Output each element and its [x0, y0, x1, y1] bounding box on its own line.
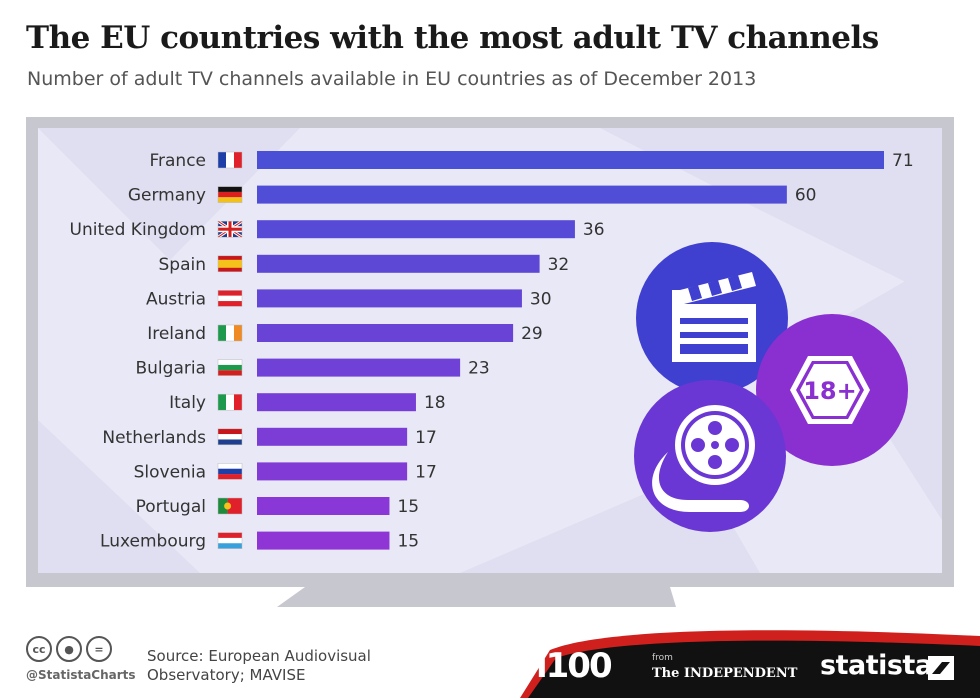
- value-label: 71: [892, 151, 914, 171]
- bar-spain[interactable]: [257, 254, 540, 273]
- chart-title: The EU countries with the most adult TV …: [26, 20, 879, 56]
- category-label: Spain: [159, 255, 207, 275]
- badge-label: 18+: [803, 377, 857, 405]
- source-note: Source: European Audiovisual Observatory…: [147, 647, 371, 684]
- flag-luxembourg-icon: [217, 532, 243, 549]
- bar-group: France 71 Germany 60 United Kingdom 36 Spain 32…: [70, 151, 914, 552]
- flag-portugal-icon: [217, 497, 243, 515]
- tv-stand: [277, 587, 676, 607]
- flag-france-icon: [217, 151, 243, 169]
- i100-logo[interactable]: i100: [536, 646, 613, 686]
- nd-icon[interactable]: =: [86, 636, 112, 662]
- license-icons: cc ● =: [26, 636, 112, 662]
- category-label: Portugal: [136, 497, 206, 517]
- flag-united-kingdom-icon: [217, 219, 243, 239]
- age-restriction-icon: 18+: [790, 356, 870, 424]
- bar-ireland[interactable]: [257, 324, 514, 342]
- flag-germany-icon: [217, 186, 243, 203]
- flag-bulgaria-icon: [217, 359, 243, 376]
- twitter-handle[interactable]: @StatistaCharts: [26, 668, 136, 682]
- category-label: Germany: [128, 186, 206, 206]
- bar-germany[interactable]: [257, 185, 787, 204]
- bar-italy[interactable]: [257, 393, 416, 412]
- category-label: United Kingdom: [70, 220, 206, 240]
- flag-slovenia-icon: [217, 463, 243, 480]
- category-label: Netherlands: [102, 428, 206, 448]
- bar-france[interactable]: [257, 151, 884, 169]
- bar-slovenia[interactable]: [257, 462, 408, 481]
- value-label: 60: [795, 186, 817, 206]
- illustration: 18+: [634, 242, 908, 532]
- value-label: 32: [548, 255, 570, 275]
- value-label: 23: [468, 359, 490, 379]
- category-label: Slovenia: [134, 462, 206, 482]
- value-label: 30: [530, 289, 552, 309]
- category-label: Austria: [146, 289, 206, 309]
- chart-subtitle: Number of adult TV channels available in…: [27, 68, 757, 90]
- value-label: 18: [424, 393, 446, 413]
- bar-netherlands[interactable]: [257, 427, 408, 446]
- bar-austria[interactable]: [257, 289, 522, 308]
- value-label: 15: [397, 497, 419, 517]
- bar-portugal[interactable]: [257, 497, 390, 515]
- independent-logo[interactable]: The INDEPENDENT: [652, 666, 798, 681]
- category-label: Luxembourg: [100, 532, 206, 552]
- value-label: 29: [521, 324, 543, 344]
- category-label: Bulgaria: [136, 359, 207, 379]
- bar-luxembourg[interactable]: [257, 531, 390, 550]
- bar-bulgaria[interactable]: [257, 358, 461, 377]
- footer-band: [520, 630, 980, 698]
- by-icon[interactable]: ●: [56, 636, 82, 662]
- bar-united-kingdom[interactable]: [257, 220, 575, 239]
- category-label: Italy: [169, 393, 206, 413]
- flag-spain-icon: [217, 255, 243, 273]
- film-reel-icon: [652, 405, 755, 512]
- statista-logo[interactable]: statista: [820, 650, 933, 681]
- value-label: 17: [415, 462, 437, 482]
- flag-netherlands-icon: [217, 428, 243, 446]
- flag-ireland-icon: [217, 324, 243, 342]
- flag-austria-icon: [217, 290, 243, 307]
- value-label: 15: [397, 532, 419, 552]
- category-label: Ireland: [147, 324, 206, 344]
- cc-icon[interactable]: cc: [26, 636, 52, 662]
- from-label: from: [652, 653, 673, 663]
- value-label: 36: [583, 220, 605, 240]
- flag-italy-icon: [217, 393, 243, 411]
- value-label: 17: [415, 428, 437, 448]
- category-label: France: [149, 151, 206, 171]
- statista-mark-icon: [928, 656, 954, 680]
- clapperboard-icon: [672, 272, 756, 362]
